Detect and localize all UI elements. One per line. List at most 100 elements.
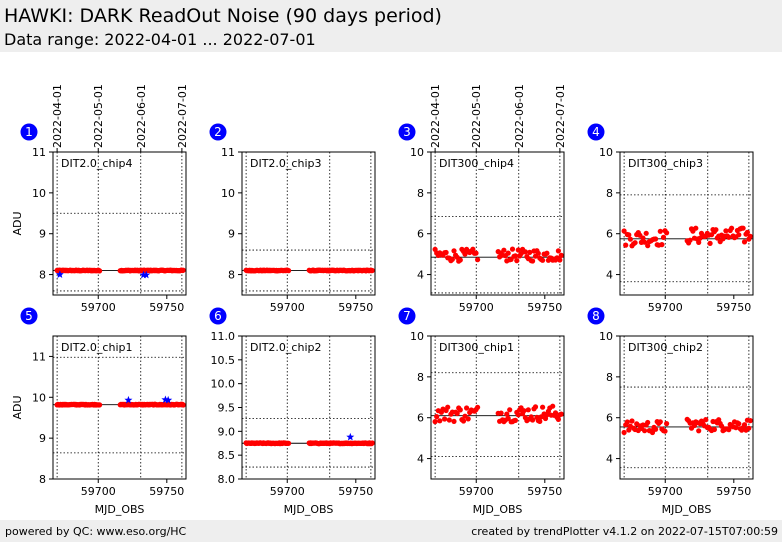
panel-number-badge [398,307,416,325]
data-point [558,252,564,258]
data-point [464,405,470,411]
chart-grid: 8 9 10 11 59700 59750 DIT2.0_chip4 1 ADU 2022-04-… [11,84,754,516]
data-point [535,250,541,256]
x-tick-label: 59750 [149,301,184,314]
data-point [659,242,665,248]
outlier-point [164,395,173,404]
panel-number-badge [398,123,416,141]
data-point [703,417,709,423]
y-tick-label: 11.0 [211,330,236,343]
data-point [540,404,546,410]
data-point [512,253,519,259]
plot-frame [430,151,565,296]
y-tick-label: 10 [410,330,424,343]
data-point [470,246,476,252]
data-point [527,249,533,255]
data-point [747,418,753,424]
date-tick-label: 2022-04-01 [51,84,64,148]
panel-number-label: 2 [214,125,222,139]
y-tick-label: 4 [417,453,424,466]
data-point [632,240,638,246]
plot-frame [241,151,376,296]
y-tick-label: 8 [228,269,235,282]
y-tick-label: 8 [606,371,613,384]
x-tick-label: 59750 [149,485,184,498]
data-point [642,239,648,245]
data-point [525,407,531,413]
data-point [504,411,510,417]
y-tick-label: 9 [39,432,46,445]
data-point [544,250,550,256]
data-point [657,419,663,425]
x-tick-label: 59750 [527,485,562,498]
plot-frame [52,335,187,480]
report-header: HAWKI: DARK ReadOut Noise (90 days perio… [0,0,782,52]
data-point [555,416,562,422]
data-point [286,440,292,446]
data-point [457,407,463,413]
data-point [660,234,667,240]
data-point [558,411,564,417]
y-tick-label: 8 [417,187,424,200]
y-tick-label: 8 [417,371,424,384]
data-point [711,426,718,433]
data-point [369,267,375,274]
y-tick-label: 9.0 [218,425,236,438]
data-point [653,426,659,432]
data-point [693,225,699,231]
data-point [621,429,627,436]
data-point [747,233,753,239]
y-tick-label: 11 [32,350,46,363]
x-tick-label: 59700 [81,301,116,314]
y-tick-label: 10.5 [211,354,236,367]
y-tick-label: 8 [606,187,613,200]
footer-created-by: created by trendPlotter v4.1.2 on 2022-0… [471,525,778,538]
date-tick-label: 2022-06-01 [135,84,148,148]
panel-number-badge [209,123,227,141]
x-axis-label: MJD_OBS [662,503,712,516]
data-point [657,228,663,234]
data-point [454,410,460,417]
outlier-point [124,395,133,404]
data-point [437,418,443,424]
data-point [286,268,292,274]
data-point [512,417,519,423]
x-axis-label: MJD_OBS [473,503,523,516]
data-point [746,425,752,431]
panel-number-badge [587,123,605,141]
plot-frame [430,335,565,480]
plot-frame [241,335,376,480]
data-point [97,268,103,274]
y-tick-label: 9 [228,228,235,241]
y-tick-label: 6 [417,228,424,241]
data-point [723,228,729,234]
chart-panel-7: 4 6 8 10 59700 59750 DIT300_chip1 7 MJD_OBS [398,307,565,516]
y-tick-label: 4 [417,269,424,282]
data-point [509,246,516,252]
data-point [640,235,646,241]
outlier-point [346,432,355,441]
panel-number-label: 3 [403,125,411,139]
x-tick-label: 59750 [716,301,751,314]
outlier-point [142,270,151,279]
data-point [741,422,748,428]
data-point [540,257,546,263]
y-tick-label: 4 [606,269,613,282]
data-point [664,421,670,427]
chart-title: DIT300_chip4 [439,157,514,170]
data-point [443,249,449,256]
x-tick-label: 59750 [527,301,562,314]
chart-panel-1: 8 9 10 11 59700 59750 DIT2.0_chip4 1 ADU 2022-04-… [11,84,189,314]
data-point [662,428,668,434]
date-tick-label: 2022-07-01 [176,84,189,148]
data-point [740,225,746,231]
data-point [532,404,539,410]
data-point [643,230,649,236]
data-point [473,250,479,256]
chart-panel-4: 4 6 8 10 59700 59750 DIT300_chip3 4 [587,123,754,314]
data-point [552,410,559,416]
data-point [719,423,725,429]
data-point [530,417,536,423]
data-point [498,410,504,416]
data-point [507,407,513,413]
